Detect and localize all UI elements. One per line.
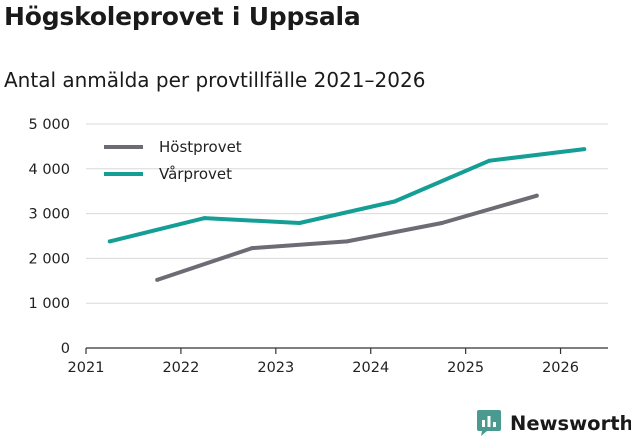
x-tick-label: 2024: [352, 360, 389, 376]
y-tick-label: 5 000: [28, 117, 70, 133]
data-point-varprovet: [392, 199, 397, 204]
data-point-hostprovet: [439, 221, 444, 226]
data-point-varprovet: [487, 158, 492, 163]
x-axis: [85, 347, 608, 354]
y-tick-label: 2 000: [28, 251, 70, 267]
series-line-varprovet: [109, 147, 585, 244]
series-lines: [107, 147, 587, 282]
data-point-hostprovet: [345, 239, 349, 244]
legend-label-hostprovet: Höstprovet: [159, 138, 242, 156]
series-line-hostprovet: [156, 193, 538, 282]
x-tick-label: 2022: [162, 360, 199, 376]
data-point-varprovet: [582, 147, 587, 152]
chart-title: Högskoleprovet i Uppsala: [4, 2, 361, 31]
y-tick-label: 0: [61, 341, 70, 357]
chart-subtitle: Antal anmälda per provtillfälle 2021–202…: [4, 68, 426, 92]
y-tick-label: 1 000: [28, 296, 70, 312]
x-tick-label: 2021: [68, 360, 105, 376]
data-point-hostprovet: [155, 277, 160, 282]
data-point-varprovet: [202, 216, 207, 221]
newsworthy-brand[interactable]: Newsworthy: [476, 406, 631, 440]
y-tick-label: 4 000: [28, 162, 70, 178]
data-point-hostprovet: [250, 246, 255, 251]
data-point-varprovet: [297, 221, 302, 226]
data-point-varprovet: [107, 239, 112, 244]
y-axis-tick-labels: 0 1 000 2 000 3 000 4 000 5 000: [28, 117, 70, 357]
data-point-hostprovet: [534, 193, 539, 198]
x-tick-label: 2026: [542, 360, 579, 376]
x-axis-tick-labels: 2021 2022 2023 2024 2025 2026: [68, 360, 579, 376]
brand-name: Newsworthy: [510, 411, 631, 435]
newsworthy-logo-icon: [477, 410, 501, 436]
x-tick-label: 2025: [447, 360, 484, 376]
legend-label-varprovet: Vårprovet: [159, 165, 232, 183]
y-tick-label: 3 000: [28, 207, 70, 223]
x-tick-label: 2023: [257, 360, 294, 376]
legend: Höstprovet Vårprovet: [104, 138, 242, 183]
